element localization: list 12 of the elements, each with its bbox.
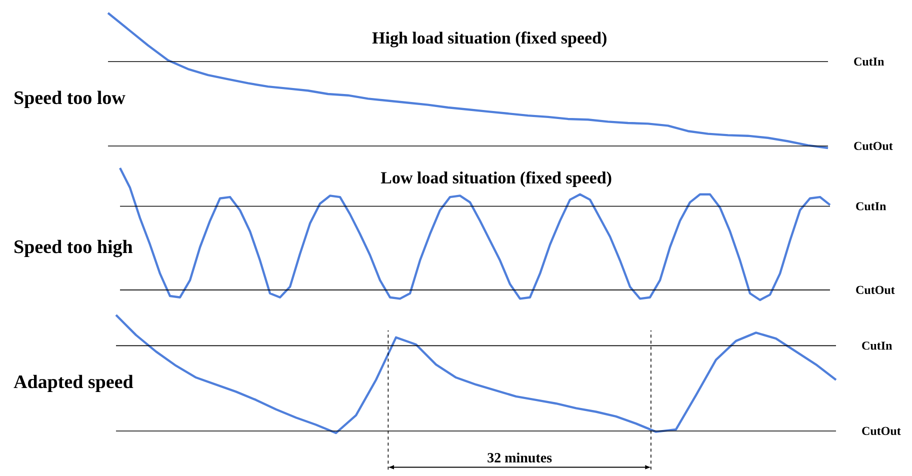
ref-line-label: CutIn [856, 202, 886, 210]
chart-title: Low load situation (fixed speed) [380, 171, 612, 187]
y-axis-title: Adapted speed [14, 374, 134, 392]
ref-line-label: CutOut [854, 142, 893, 150]
text: 32 minutes [488, 452, 552, 462]
text: High load situation (fixed speed) [372, 32, 606, 48]
ref-line-label: CutIn [854, 58, 884, 66]
y-axis-title: Speed too high [14, 240, 133, 258]
ref-line-label: CutOut [856, 286, 895, 294]
ref-line-label: CutIn [862, 342, 892, 350]
ref-line-label: CutOut [862, 426, 901, 436]
y-axis-title: Speed too low [14, 90, 126, 108]
